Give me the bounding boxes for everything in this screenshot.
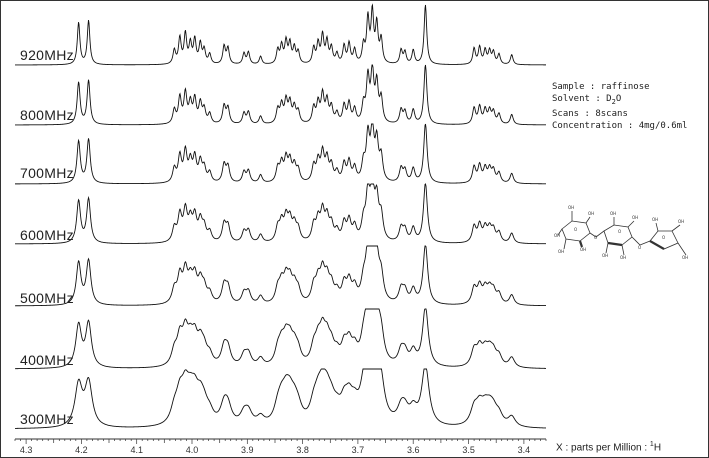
atom-label: O: [618, 229, 621, 234]
concentration-text: Concentration : 4mg/0.6ml: [552, 120, 688, 131]
atom-label: OH: [602, 253, 608, 258]
x-tick-label: 4.2: [75, 445, 88, 455]
atom-label: OH: [554, 233, 560, 238]
x-tick-label: 3.5: [462, 445, 475, 455]
atom-label: OH: [632, 215, 638, 220]
x-tick-label: 3.6: [407, 445, 420, 455]
x-tick-label: 3.9: [241, 445, 254, 455]
atom-label: OH: [682, 255, 688, 260]
series-label-800: 800MHz: [20, 107, 74, 123]
atom-label: OH: [580, 247, 586, 252]
series-label-300: 300MHz: [20, 411, 74, 427]
series-label-400: 400MHz: [20, 352, 74, 368]
spectrum-line-700MHz: [15, 123, 547, 185]
atom-label: OH: [678, 219, 684, 224]
x-axis-title: X : parts per Million : 1H: [556, 441, 706, 455]
spectrum-line-800MHz: [15, 64, 546, 126]
x-tick-label: 3.8: [296, 445, 309, 455]
x-tick-label: 3.4: [518, 445, 531, 455]
x-axis-title-prefix: X : parts per Million :: [556, 442, 650, 454]
fructose-ring: [649, 230, 679, 250]
spectrum-line-920MHz: [15, 3, 547, 66]
x-axis-title-sup: 1: [649, 441, 654, 448]
atom-label: O: [638, 245, 641, 250]
atom-label: O: [662, 235, 665, 240]
series-label-600: 600MHz: [20, 227, 74, 243]
x-tick-label: 4.1: [130, 445, 143, 455]
scans-text: Scans : 8scans: [552, 108, 628, 119]
atom-label: OH: [588, 211, 594, 216]
spectrum-line-500MHz: [15, 245, 547, 307]
spectrum-line-600MHz: [14, 183, 546, 245]
atom-label: OH: [568, 205, 574, 210]
sample-text: Sample : raffinose: [552, 82, 650, 92]
atom-label: O: [574, 227, 577, 232]
spectrum-line-300MHz: [14, 368, 547, 429]
atom-label: OH: [610, 211, 616, 216]
solvent-text: Solvent : D2O: [552, 93, 702, 108]
atom-label: OH: [620, 255, 626, 260]
series-label-500: 500MHz: [20, 290, 74, 306]
raffinose-structure: OH OH OH OH OH OH OH OH OH OH OH O O O O O OH: [554, 205, 688, 260]
solvent-subscript: 2: [611, 97, 616, 106]
x-tick-label: 3.7: [352, 445, 365, 455]
atom-label: O: [594, 235, 597, 240]
x-tick-label: 4.3: [20, 445, 33, 455]
x-axis-title-suffix: H: [653, 442, 662, 454]
atom-label: OH: [558, 249, 564, 254]
spectrum-line-400MHz: [15, 308, 546, 370]
series-label-700: 700MHz: [20, 165, 74, 181]
solvent-suffix: O: [615, 94, 622, 104]
x-tick-label: 4.0: [186, 445, 199, 455]
sample-info-panel: Sample : raffinose Solvent : D2O Scans :…: [552, 81, 702, 132]
series-label-920: 920MHz: [20, 47, 74, 63]
atom-label: OH: [652, 217, 658, 222]
solvent-prefix: Solvent : D: [552, 94, 612, 104]
